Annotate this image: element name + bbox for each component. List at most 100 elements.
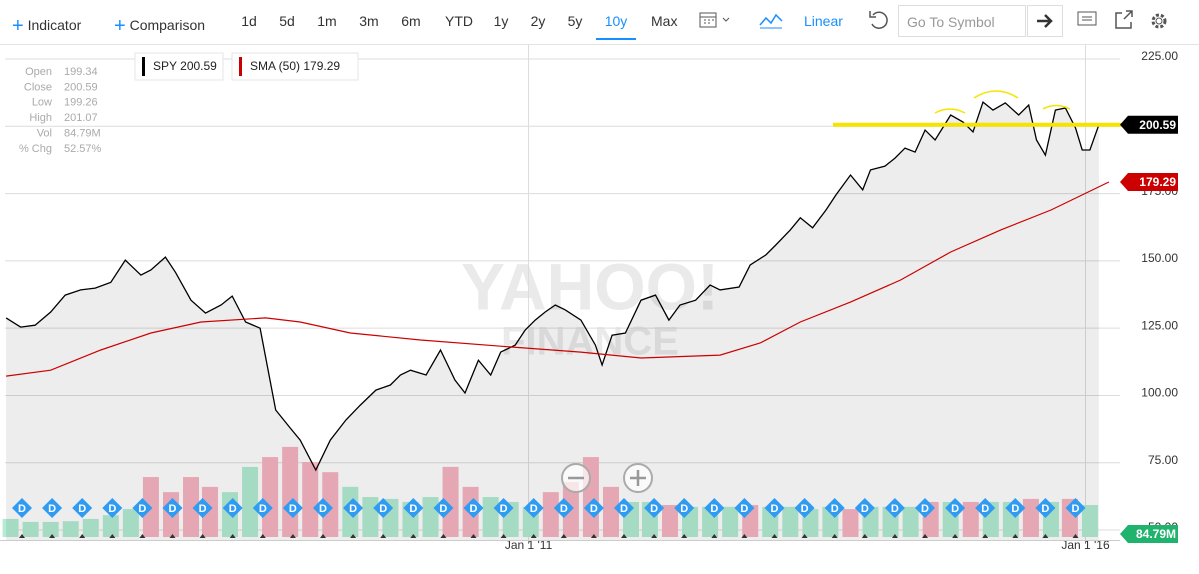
split-tick xyxy=(259,534,266,538)
volume-bar xyxy=(42,521,59,537)
range-button[interactable]: YTD xyxy=(445,13,473,29)
volume-bar xyxy=(262,457,279,537)
split-tick xyxy=(982,534,989,538)
split-tick xyxy=(49,534,56,538)
dividend-marker xyxy=(794,498,815,518)
calendar-icon[interactable] xyxy=(698,10,738,34)
dividend-marker xyxy=(162,498,183,518)
dividend-label: D xyxy=(379,503,387,515)
split-tick xyxy=(801,534,808,538)
dividend-label: D xyxy=(409,503,417,515)
volume-bar xyxy=(782,506,799,537)
dividend-marker xyxy=(433,498,454,518)
split-tick xyxy=(952,534,959,538)
dividend-label: D xyxy=(710,503,718,515)
volume-bar xyxy=(322,472,339,537)
dividend-marker xyxy=(824,498,845,518)
symbol-input[interactable]: Go To Symbol xyxy=(898,5,1026,37)
dividend-marker xyxy=(975,498,996,518)
legend-swatch xyxy=(142,57,145,76)
split-tick xyxy=(289,534,296,538)
split-tick xyxy=(530,534,537,538)
range-button[interactable]: 1d xyxy=(241,13,257,29)
comparison-label[interactable]: Comparison xyxy=(129,17,206,33)
dividend-label: D xyxy=(1072,503,1080,515)
volume-bar xyxy=(62,521,79,537)
chart-type-icon[interactable] xyxy=(758,8,784,32)
dividend-label: D xyxy=(259,503,267,515)
dividend-marker xyxy=(1005,498,1026,518)
dividend-label: D xyxy=(891,503,899,515)
split-tick xyxy=(139,534,146,538)
go-button[interactable] xyxy=(1027,5,1063,37)
dividend-label: D xyxy=(169,503,177,515)
dividend-marker xyxy=(313,498,333,518)
volume-bar xyxy=(183,477,200,537)
dividend-label: D xyxy=(560,503,568,515)
series-line xyxy=(6,181,1110,377)
dividend-label: D xyxy=(921,503,929,515)
tool-icons[interactable] xyxy=(1076,9,1176,35)
scale-button[interactable]: Linear xyxy=(804,13,843,29)
dividend-label: D xyxy=(801,503,809,515)
dividend-label: D xyxy=(981,503,989,515)
dividend-label: D xyxy=(1011,503,1019,515)
range-button[interactable]: 5d xyxy=(279,13,295,29)
y-tick-label: 125.00 xyxy=(1141,318,1178,332)
volume-bar xyxy=(542,492,559,537)
split-tick xyxy=(771,534,778,538)
range-button[interactable]: 1m xyxy=(317,13,337,29)
range-button[interactable]: 3m xyxy=(359,13,379,29)
y-tick-label: 100.00 xyxy=(1141,386,1178,400)
dividend-label: D xyxy=(229,503,237,515)
range-button[interactable]: 5y xyxy=(567,13,583,29)
split-tick xyxy=(922,534,928,538)
info-label: High xyxy=(29,112,52,124)
dividend-label: D xyxy=(500,503,508,515)
range-button[interactable]: 6m xyxy=(401,13,421,29)
y-tick-label: 150.00 xyxy=(1141,251,1178,265)
volume-bar xyxy=(2,518,19,537)
legend-entry: SMA (50) 179.29 xyxy=(250,59,340,73)
split-tick xyxy=(861,534,868,538)
split-tick xyxy=(621,534,627,538)
volume-bar xyxy=(82,518,99,537)
price-area xyxy=(6,102,1099,540)
info-label: Vol xyxy=(37,128,52,140)
range-button[interactable]: Max xyxy=(651,13,678,29)
dividend-marker xyxy=(12,498,32,518)
dividend-marker xyxy=(252,498,273,518)
volume-bar xyxy=(842,509,859,537)
volume-bar xyxy=(902,506,919,537)
split-tick xyxy=(711,534,718,538)
price-badge-label: 179.29 xyxy=(1139,175,1176,189)
dividend-marker xyxy=(102,498,123,518)
indicator-button[interactable]: + Indicator xyxy=(12,15,82,37)
range-button[interactable]: 10y xyxy=(596,13,636,40)
dividend-label: D xyxy=(78,503,86,515)
legend-value: 200.59 xyxy=(180,59,217,73)
legend-box xyxy=(134,52,224,81)
range-button[interactable]: 1y xyxy=(493,13,509,29)
split-tick xyxy=(590,534,597,538)
info-value: 200.59 xyxy=(64,81,98,93)
dividend-label: D xyxy=(740,503,748,515)
indicator-label[interactable]: Indicator xyxy=(27,17,82,33)
split-tick xyxy=(1042,534,1049,538)
dividend-marker xyxy=(463,498,484,518)
range-button[interactable]: 2y xyxy=(530,13,546,29)
split-tick xyxy=(410,534,417,538)
undo-icon[interactable] xyxy=(866,8,890,32)
split-tick xyxy=(79,534,86,538)
volume-bar xyxy=(962,501,979,537)
split-tick xyxy=(19,534,25,538)
symbol-placeholder: Go To Symbol xyxy=(907,14,995,30)
legend-box xyxy=(231,52,359,81)
comparison-button[interactable]: + Comparison xyxy=(114,15,206,37)
dividend-label: D xyxy=(319,503,327,515)
split-tick xyxy=(560,534,567,538)
info-value: 201.07 xyxy=(64,112,98,124)
volume-bar xyxy=(22,521,39,537)
dividend-marker xyxy=(343,498,364,518)
